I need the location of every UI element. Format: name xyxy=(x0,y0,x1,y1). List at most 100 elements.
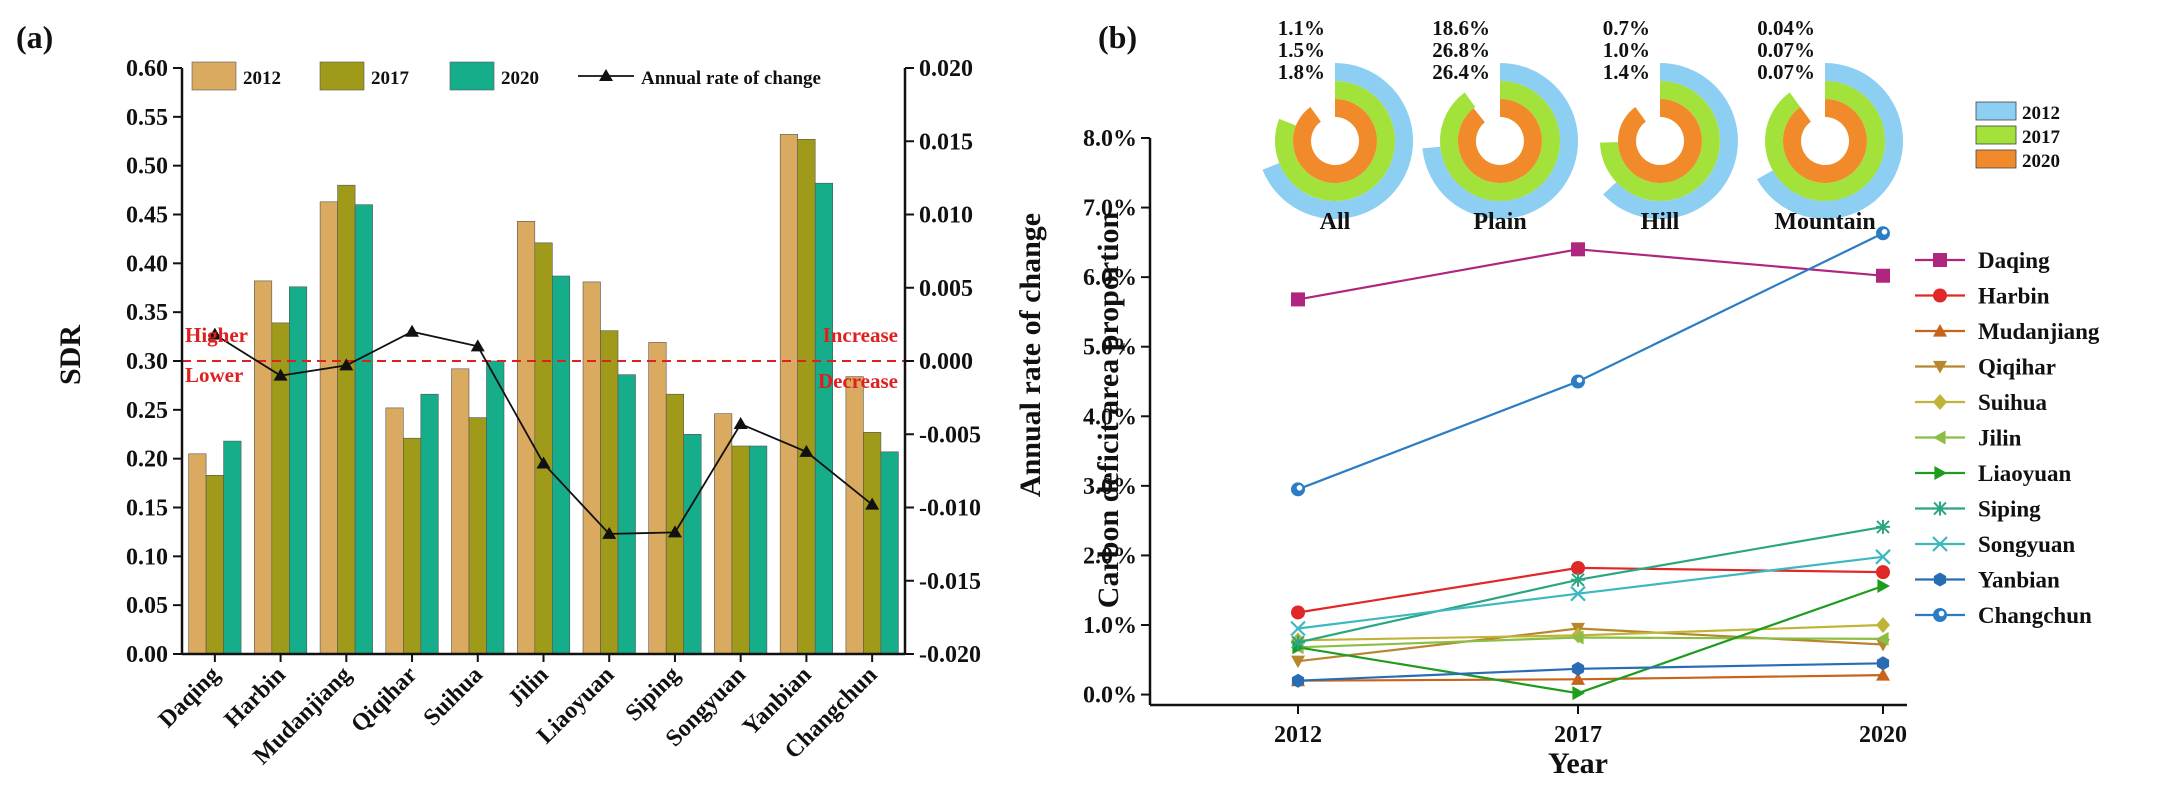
rate-marker-songyuan xyxy=(733,416,748,429)
ytick-label-left-10: 0.50 xyxy=(126,154,168,180)
radial-plain-name: Plain xyxy=(1473,209,1526,235)
xtick-label-daqing: Daqing xyxy=(154,662,225,733)
bar-2020-yanbian xyxy=(814,182,834,655)
radial-legend: 2012 2017 2020 xyxy=(1975,101,2061,172)
radial-mountain-label-2020: 0.07% xyxy=(1757,60,1815,84)
chart-a-legend: 2012 2017 2020 Annual rate of change xyxy=(191,61,821,91)
bar-2017-changchun xyxy=(863,431,882,655)
label-lower: Lower xyxy=(185,363,243,387)
point-changchun-2012-hl xyxy=(1296,485,1303,491)
ytick-label-left-8: 0.40 xyxy=(126,251,168,277)
bar-2020-suihua xyxy=(486,360,505,655)
ytick-label-left-11: 0.55 xyxy=(126,105,168,131)
radial-mountain-label-2017: 0.07% xyxy=(1757,38,1815,62)
legend-label-rate: Annual rate of change xyxy=(641,68,821,89)
legend-marker-qiqihar xyxy=(1933,360,1947,374)
legend-label-changchun: Changchun xyxy=(1978,603,2092,628)
point-siping-2017 xyxy=(1571,572,1585,587)
legend-label-2017: 2017 xyxy=(371,68,410,89)
point-changchun-2020-hl xyxy=(1881,229,1888,235)
radial-mountain-name: Mountain xyxy=(1774,209,1875,235)
label-increase: Increase xyxy=(823,323,898,347)
legend-label-songyuan: Songyuan xyxy=(1978,532,2075,557)
point-jilin-2017 xyxy=(1571,630,1584,645)
radial-hill-2017 xyxy=(1600,81,1720,201)
ytick-label-left-4: 0.20 xyxy=(126,447,168,473)
b-ytick-label-8: 8.0% xyxy=(1083,126,1137,152)
point-mudanjiang-2020 xyxy=(1876,668,1890,681)
ytick-label-left-1: 0.05 xyxy=(126,593,168,619)
radial-legend-swatch-2020 xyxy=(1975,149,2017,169)
radial-all-name: All xyxy=(1320,209,1351,235)
rate-marker-harbin xyxy=(273,368,288,381)
point-yanbian-2020 xyxy=(1876,656,1890,671)
b-ytick-label-2: 2.0% xyxy=(1083,543,1137,569)
point-harbin-2012 xyxy=(1291,605,1305,620)
bar-2017-yanbian xyxy=(797,139,816,655)
bar-2020-jilin xyxy=(551,275,571,655)
legend-label-liaoyuan: Liaoyuan xyxy=(1978,461,2072,486)
radial-hill-label-2020: 1.4% xyxy=(1603,60,1650,84)
radial-plain-2020 xyxy=(1457,99,1542,183)
legend-marker-changchun-hl xyxy=(1938,610,1945,617)
bar-2012-harbin xyxy=(254,280,273,655)
legend-swatch-2017 xyxy=(319,61,365,91)
rate-marker-liaoyuan xyxy=(602,526,617,539)
ytick-label-right-6: 0.010 xyxy=(919,203,973,229)
point-siping-2020 xyxy=(1876,519,1890,534)
b-ytick-label-0: 0.0% xyxy=(1083,683,1137,709)
bar-2017-songyuan xyxy=(731,445,750,655)
bar-2017-jilin xyxy=(534,242,553,655)
radial-mountain-2017 xyxy=(1765,81,1886,201)
legend-label-suihua: Suihua xyxy=(1978,390,2048,415)
chart-b-legend: Daqing Harbin Mudanjiang Qiqihar Suihua Jilin… xyxy=(1915,248,2100,628)
legend-swatch-2012 xyxy=(191,61,237,91)
chart-b-axes: 0.0% 1.0% 2.0% 3.0% 4.0% 5.0% 6.0% 7.0% 8.0% 2012… xyxy=(1083,126,1907,748)
point-daqing-2020 xyxy=(1876,268,1890,283)
rate-marker-qiqihar xyxy=(405,324,420,337)
rate-marker-yanbian xyxy=(799,444,814,457)
xtick-label-qiqihar: Qiqihar xyxy=(346,662,422,738)
radial-insets: 1.1%1.5%1.8%All18.6%26.8%26.4%Plain0.7%1… xyxy=(1262,16,1904,235)
panel-a-label: (a) xyxy=(16,19,53,55)
bar-2017-daqing xyxy=(205,474,224,655)
rate-marker-changchun xyxy=(865,497,880,510)
point-daqing-2012 xyxy=(1291,292,1305,307)
bar-2012-qiqihar xyxy=(385,407,404,655)
radial-hill-2020 xyxy=(1617,99,1702,183)
bar-2020-harbin xyxy=(288,286,308,655)
legend-label-daqing: Daqing xyxy=(1978,248,2050,273)
ytick-label-left-3: 0.15 xyxy=(126,496,168,522)
point-songyuan-2017 xyxy=(1570,585,1586,602)
b-xtick-label-2017: 2017 xyxy=(1554,722,1602,748)
chart-a-y2label: Annual rate of change xyxy=(1014,213,1047,497)
ytick-label-right-1: -0.015 xyxy=(919,569,981,595)
radial-all-label-2012: 1.1% xyxy=(1278,16,1325,40)
radial-legend-label-2017: 2017 xyxy=(2022,127,2061,148)
ytick-label-left-12: 0.60 xyxy=(126,56,168,82)
xtick-label-siping: Siping xyxy=(621,662,686,727)
ytick-label-left-0: 0.00 xyxy=(126,642,168,668)
label-decrease: Decrease xyxy=(818,369,898,393)
point-qiqihar-2012 xyxy=(1291,655,1305,669)
legend-marker-siping xyxy=(1933,501,1947,516)
point-harbin-2017 xyxy=(1571,560,1585,575)
legend-label-yanbian: Yanbian xyxy=(1978,568,2060,593)
chart-b-lines xyxy=(1290,226,1891,701)
legend-marker-mudanjiang xyxy=(1933,324,1947,337)
legend-label-qiqihar: Qiqihar xyxy=(1978,355,2056,380)
rate-marker-suihua xyxy=(470,339,485,352)
legend-marker-jilin xyxy=(1933,430,1946,445)
bar-2017-suihua xyxy=(468,417,487,655)
label-higher: Higher xyxy=(185,323,248,347)
point-songyuan-2012 xyxy=(1290,620,1306,637)
radial-hill-label-2012: 0.7% xyxy=(1603,16,1650,40)
point-yanbian-2012 xyxy=(1291,673,1305,688)
radial-plain-label-2017: 26.8% xyxy=(1432,38,1490,62)
point-liaoyuan-2020 xyxy=(1877,579,1890,594)
legend-marker-liaoyuan xyxy=(1934,466,1947,480)
chart-b-xlabel: Year xyxy=(1548,747,1608,780)
b-xtick-label-2020: 2020 xyxy=(1859,722,1907,748)
point-daqing-2017 xyxy=(1571,242,1585,257)
legend-swatch-2020 xyxy=(449,61,495,91)
